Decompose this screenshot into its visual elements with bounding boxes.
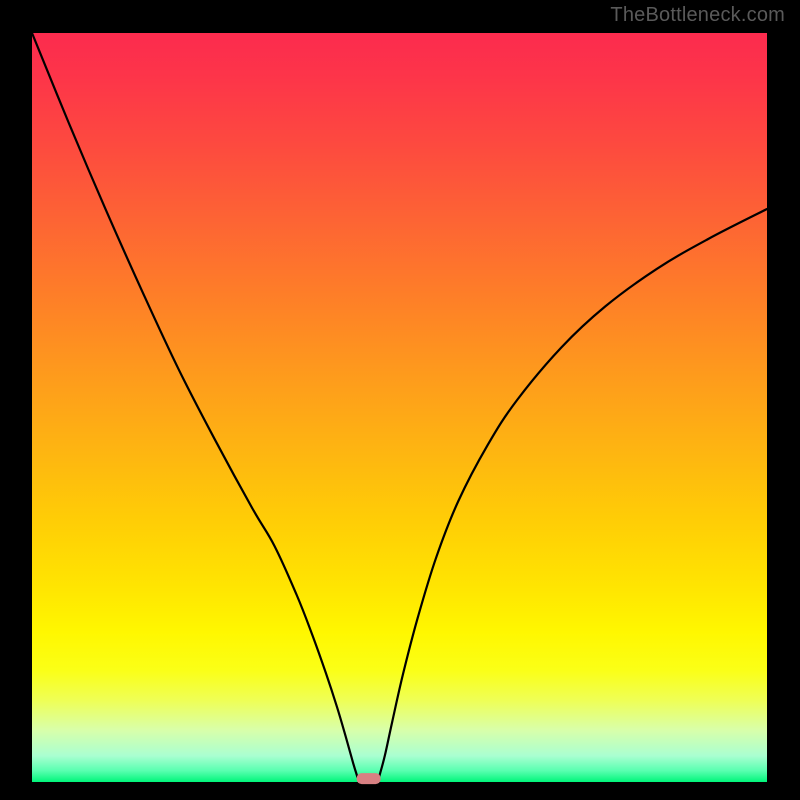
chart-container: TheBottleneck.com [0,0,800,800]
watermark-text: TheBottleneck.com [610,4,785,27]
plot-background [32,33,767,782]
bottleneck-chart [0,0,800,800]
minimum-marker [357,773,381,784]
